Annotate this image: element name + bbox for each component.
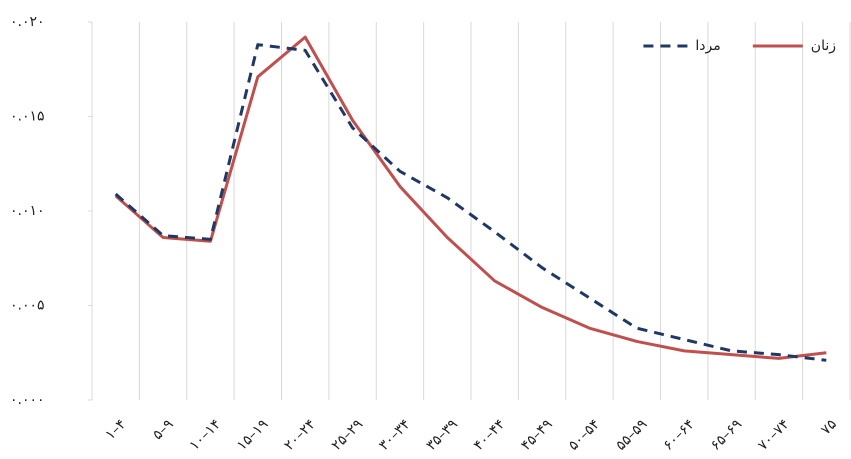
x-tick-label: ۵۰–۵۴	[566, 416, 604, 454]
x-tick-label: ۵۵–۵۹	[613, 416, 651, 454]
y-tick-label: ۰.۰۰۵	[10, 298, 45, 314]
x-tick-label: ۱۰–۱۴	[187, 416, 225, 454]
x-tick-label: ۵–۹	[150, 416, 177, 443]
legend-label: زنان	[811, 38, 836, 54]
legend-label: مردا	[695, 38, 720, 54]
y-tick-label: ۰.۰۰۰	[10, 392, 45, 408]
x-tick-label: ۴۵–۴۹	[518, 416, 556, 454]
x-tick-label: ۴۰–۴۴	[471, 416, 509, 454]
x-tick-label: ۲۰–۲۴	[281, 416, 319, 454]
y-tick-label: ۰.۰۱۰	[10, 203, 45, 219]
x-tick-label: ۱–۴	[102, 416, 129, 443]
x-tick-label: ۳۵–۳۹	[423, 416, 461, 454]
series-line	[114, 35, 827, 360]
x-tick-label: ۷۵	[818, 416, 840, 438]
x-tick-label: ۳۰–۳۴	[376, 416, 414, 454]
x-tick-label: ۶۰–۶۴	[660, 416, 698, 454]
y-tick-label: ۰.۰۲۰	[10, 14, 45, 30]
x-tick-label: ۷۰–۷۴	[755, 416, 793, 454]
x-tick-label: ۶۵–۶۹	[708, 416, 746, 454]
series-line	[114, 43, 827, 362]
x-tick-label: ۲۵–۲۹	[329, 416, 367, 454]
x-tick-label: ۱۵–۱۹	[234, 416, 272, 454]
y-tick-label: ۰.۰۱۵	[10, 109, 45, 125]
